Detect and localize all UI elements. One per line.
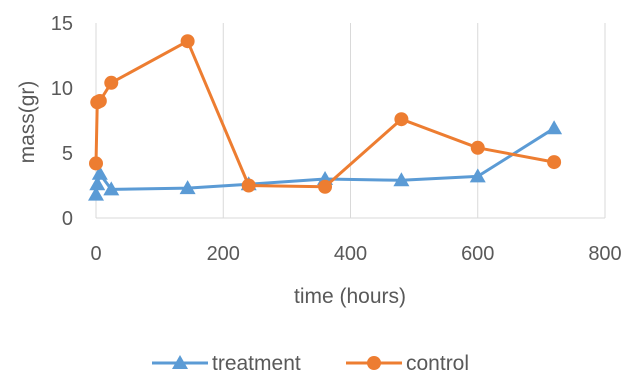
x-tick-label-4: 800	[588, 243, 621, 265]
data-point-control-2	[92, 94, 107, 108]
legend-item-control: control	[346, 352, 469, 375]
series-line-control	[94, 39, 555, 189]
data-point-control-5	[241, 178, 256, 193]
x-tick-labels: 0 200 400 600 800	[90, 243, 621, 265]
legend-label-control: control	[406, 352, 469, 375]
gridlines	[95, 23, 606, 219]
x-tick-label-0: 0	[90, 243, 101, 265]
data-point-control-3	[104, 75, 119, 90]
data-point-treatment-3	[103, 181, 120, 196]
data-point-treatment-4	[179, 180, 196, 195]
legend-item-treatment: treatment	[152, 352, 301, 375]
data-point-control-4	[180, 34, 195, 49]
series-layer	[88, 34, 563, 201]
data-point-control-0	[89, 156, 103, 171]
data-point-treatment-7	[393, 172, 410, 187]
data-point-control-7	[394, 112, 409, 127]
legend-label-treatment: treatment	[212, 352, 301, 375]
y-tick-label-1: 5	[62, 143, 73, 165]
y-tick-label-2: 10	[51, 78, 73, 100]
legend-marker-treatment	[172, 355, 188, 369]
y-tick-labels: 0 5 10 15	[51, 13, 73, 230]
legend-marker-control	[367, 356, 381, 370]
data-point-treatment-2	[91, 165, 108, 180]
data-point-treatment-9	[546, 120, 563, 135]
y-tick-label-3: 15	[51, 13, 73, 35]
data-point-control-8	[470, 140, 485, 155]
data-point-control-9	[547, 155, 562, 170]
x-tick-label-2: 400	[334, 243, 367, 265]
data-point-control-6	[318, 179, 333, 194]
x-tick-label-1: 200	[207, 243, 240, 265]
series-control	[89, 34, 562, 194]
legend: treatment control	[152, 352, 469, 375]
data-point-treatment-0	[88, 186, 104, 201]
x-axis-title: time (hours)	[294, 285, 406, 308]
data-point-treatment-1	[89, 176, 106, 191]
data-point-treatment-8	[469, 168, 486, 183]
x-tick-label-3: 600	[461, 243, 494, 265]
y-tick-label-0: 0	[62, 208, 73, 230]
y-axis-title: mass(gr)	[16, 81, 39, 164]
